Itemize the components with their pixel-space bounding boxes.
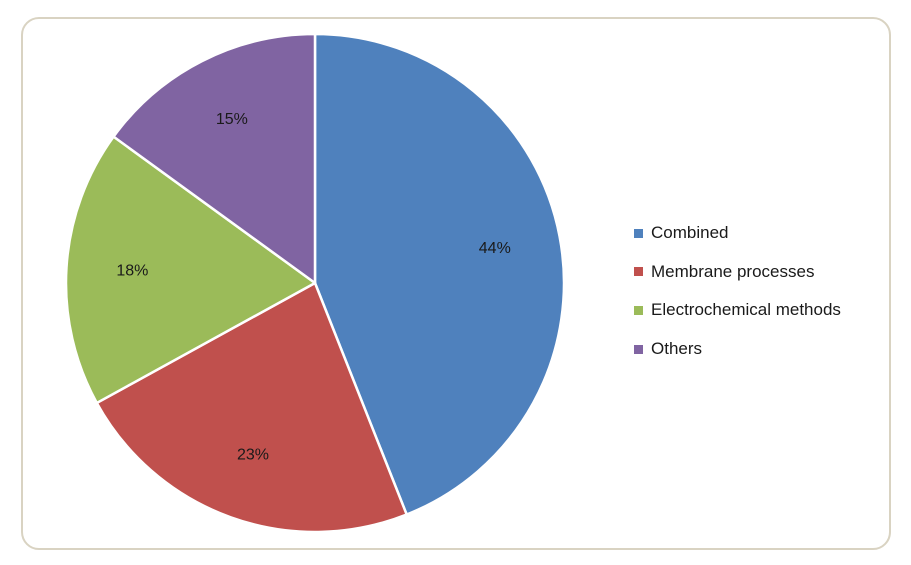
legend-label-others: Others [651,339,703,359]
legend-label-combined: Combined [651,223,729,243]
legend: Combined Membrane processes Electrochemi… [634,214,841,368]
legend-label-electrochemical-methods: Electrochemical methods [651,300,841,320]
pie-slice-electrochemical-methods [64,135,317,405]
pie-slices [64,32,566,534]
pie-slice-membrane-processes [95,281,408,534]
pie-slice-labels: 44% 23% 18% 15% [116,111,510,463]
data-label-combined: 44% [479,240,511,257]
data-label-others: 15% [216,111,248,128]
legend-swatch-electrochemical-methods [634,305,643,315]
legend-swatch-others [634,344,643,354]
data-label-electrochemical-methods: 18% [116,263,148,280]
pie-slice-others [112,32,317,285]
legend-label-membrane-processes: Membrane processes [651,261,815,281]
legend-item-combined: Combined [634,214,841,253]
legend-swatch-combined [634,228,643,238]
pie-slice-combined [313,32,566,516]
data-label-membrane-processes: 23% [237,446,269,463]
legend-item-electrochemical-methods: Electrochemical methods [634,291,841,330]
legend-swatch-membrane-processes [634,267,643,277]
legend-item-others: Others [634,330,841,369]
legend-item-membrane-processes: Membrane processes [634,253,841,292]
